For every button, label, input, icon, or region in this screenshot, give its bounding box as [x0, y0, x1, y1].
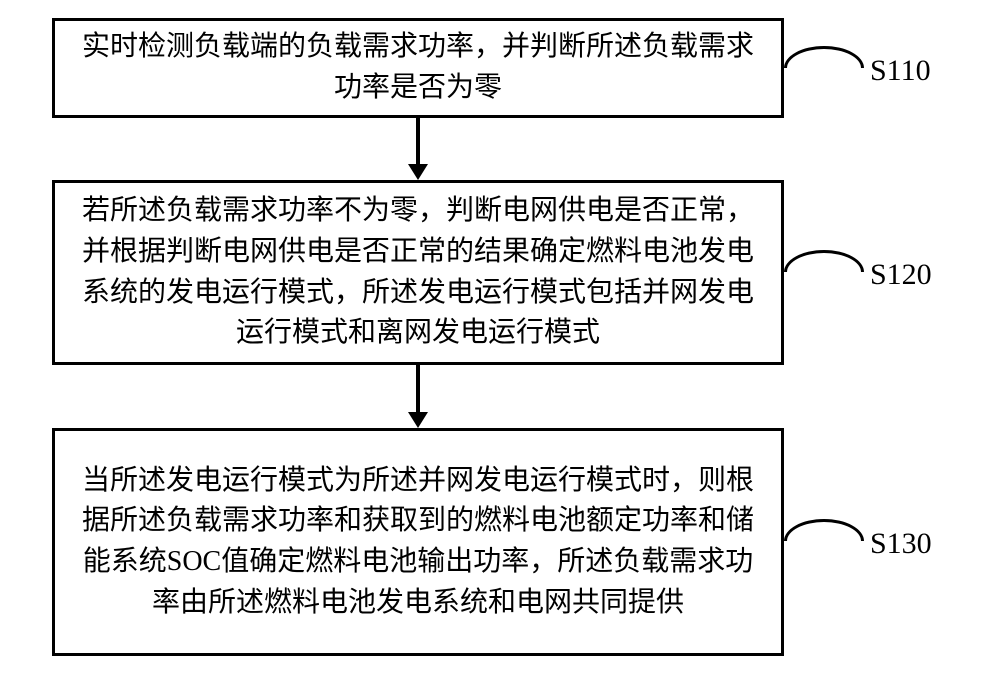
- connector-curve-1: [784, 46, 864, 90]
- flow-step-3: 当所述发电运行模式为所述并网发电运行模式时，则根据所述负载需求功率和获取到的燃料…: [52, 428, 784, 656]
- arrow-1-2-line: [416, 118, 420, 164]
- flow-step-2-text: 若所述负载需求功率不为零，判断电网供电是否正常，并根据判断电网供电是否正常的结果…: [75, 191, 761, 353]
- step-label-3: S130: [870, 527, 932, 561]
- step-label-1: S110: [870, 54, 931, 88]
- connector-curve-2: [784, 250, 864, 294]
- connector-curve-3: [784, 519, 864, 563]
- arrow-1-2-head: [408, 164, 428, 180]
- arrow-2-3-head: [408, 412, 428, 428]
- flow-step-2: 若所述负载需求功率不为零，判断电网供电是否正常，并根据判断电网供电是否正常的结果…: [52, 180, 784, 365]
- flow-step-1: 实时检测负载端的负载需求功率，并判断所述负载需求功率是否为零: [52, 18, 784, 118]
- flow-step-1-text: 实时检测负载端的负载需求功率，并判断所述负载需求功率是否为零: [75, 27, 761, 108]
- arrow-2-3-line: [416, 365, 420, 412]
- step-label-2: S120: [870, 258, 932, 292]
- flow-step-3-text: 当所述发电运行模式为所述并网发电运行模式时，则根据所述负载需求功率和获取到的燃料…: [75, 461, 761, 623]
